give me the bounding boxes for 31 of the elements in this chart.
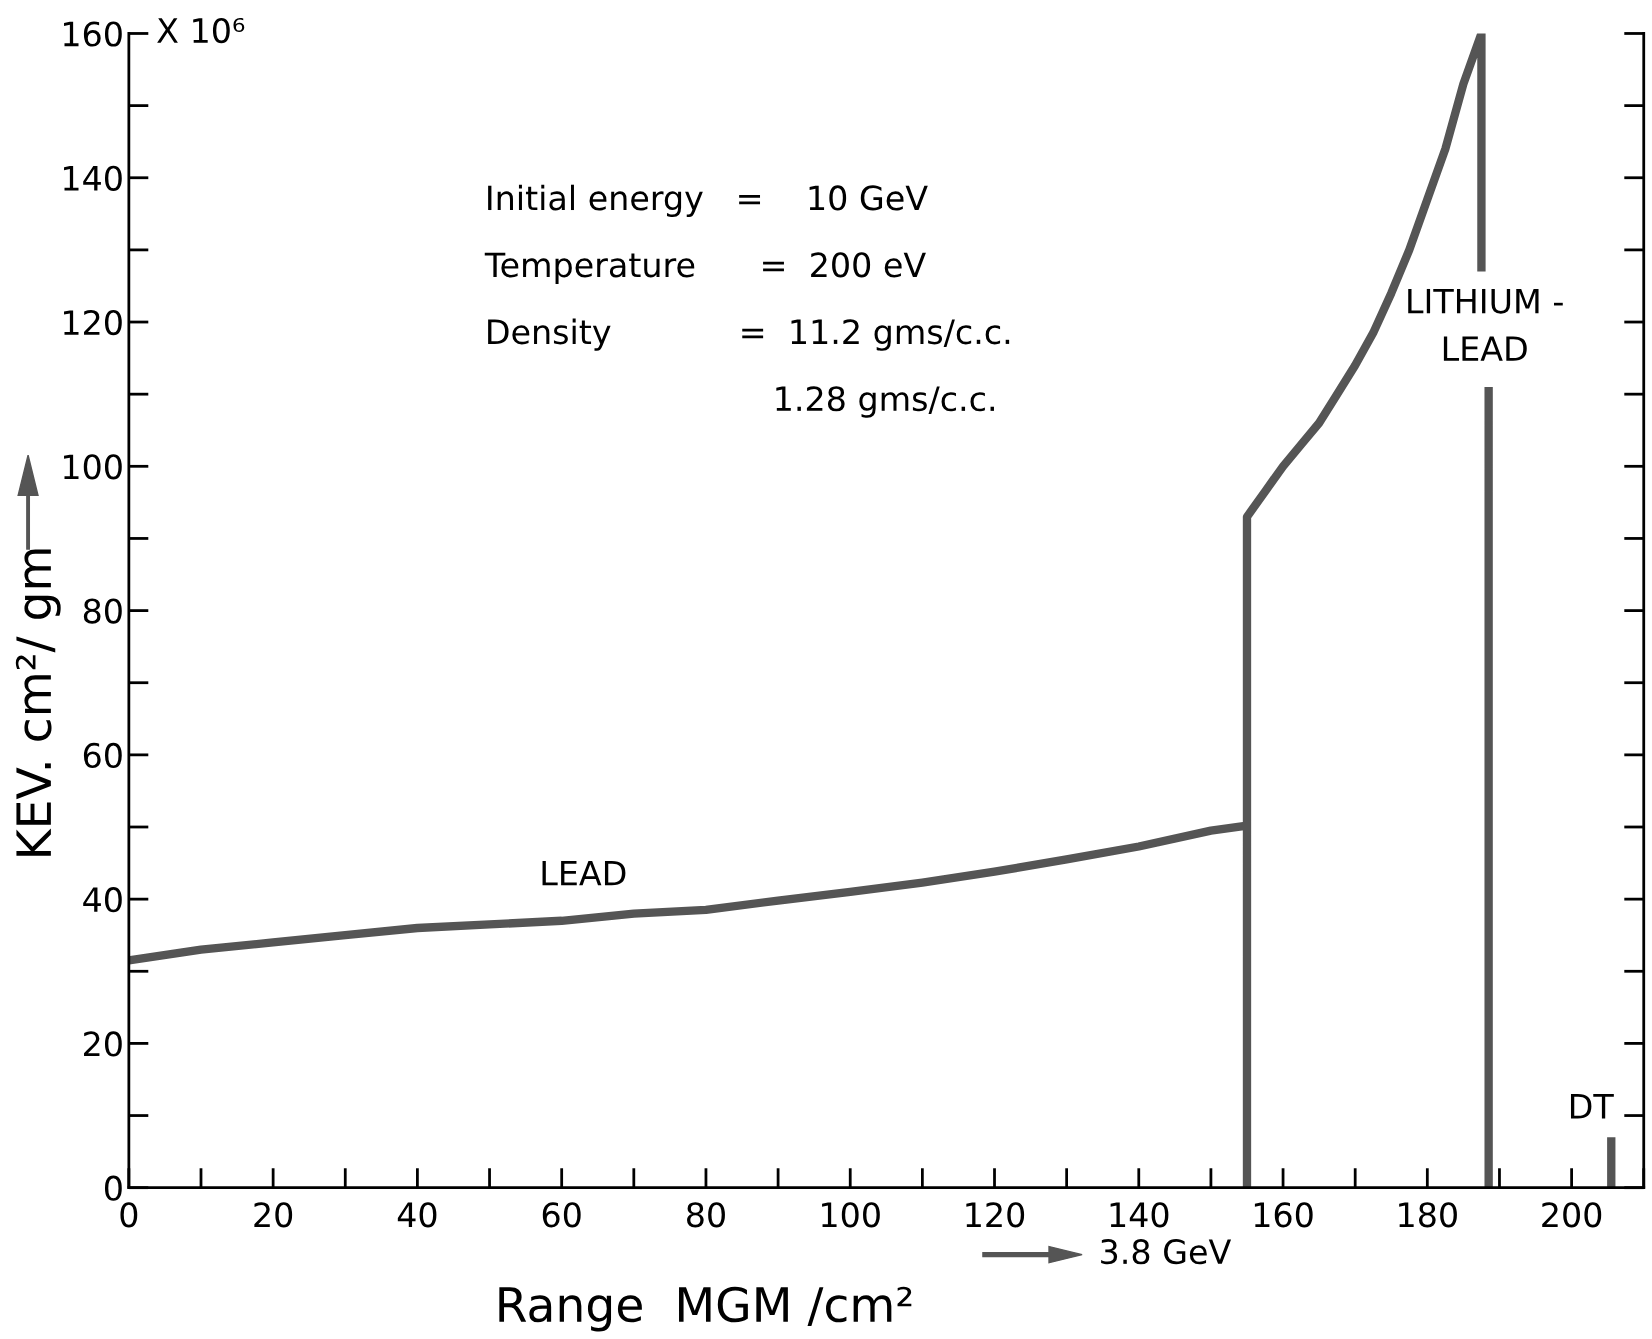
- annotation: LITHIUM - LEAD: [1408, 288, 1563, 361]
- x-tick-label: 60: [542, 1202, 581, 1228]
- x-tick-label: 40: [397, 1202, 437, 1228]
- y-tick-label: 140: [64, 165, 122, 191]
- y-tick-label: 80: [83, 598, 122, 624]
- annotation: DT: [1570, 1094, 1614, 1119]
- y-tick-label: 160: [64, 21, 122, 47]
- y-tick-label: 20: [84, 1031, 122, 1057]
- text: 3.8 GeV: [1101, 1239, 1232, 1265]
- x-tick-label: 180: [1399, 1202, 1457, 1228]
- annotation: Initial energy = 10 GeV: [488, 184, 928, 217]
- annotation: 1.28 gms/c.c.: [776, 386, 994, 418]
- y-tick-label: 60: [83, 742, 122, 768]
- x-axis-title: Range MGM /cm²: [499, 1286, 912, 1332]
- annotation: X 10⁶: [157, 17, 245, 44]
- x-tick-label: 80: [687, 1202, 725, 1228]
- annotation: Density = 11.2 gms/c.c.: [488, 318, 1010, 351]
- x-tick-label: 0: [120, 1202, 138, 1228]
- y-tick-label: 0: [104, 1175, 122, 1201]
- y-tick-label: 100: [64, 454, 122, 480]
- x-tick-label: 200: [1542, 1202, 1602, 1228]
- x-tick-label: 120: [966, 1202, 1025, 1228]
- y-tick-label: 120: [64, 309, 122, 336]
- x-tick-label: 20: [254, 1202, 293, 1228]
- x-tick-label: 140: [1110, 1202, 1169, 1228]
- annotation: LEAD: [542, 860, 626, 886]
- x-tick-label: 100: [822, 1202, 880, 1228]
- y-tick-label: 40: [83, 887, 122, 913]
- annotation: Temperature = 200 eV: [484, 252, 926, 284]
- x-tick-label: 160: [1254, 1202, 1313, 1228]
- y-axis-title: KEV. cm²/ gm: [15, 549, 61, 856]
